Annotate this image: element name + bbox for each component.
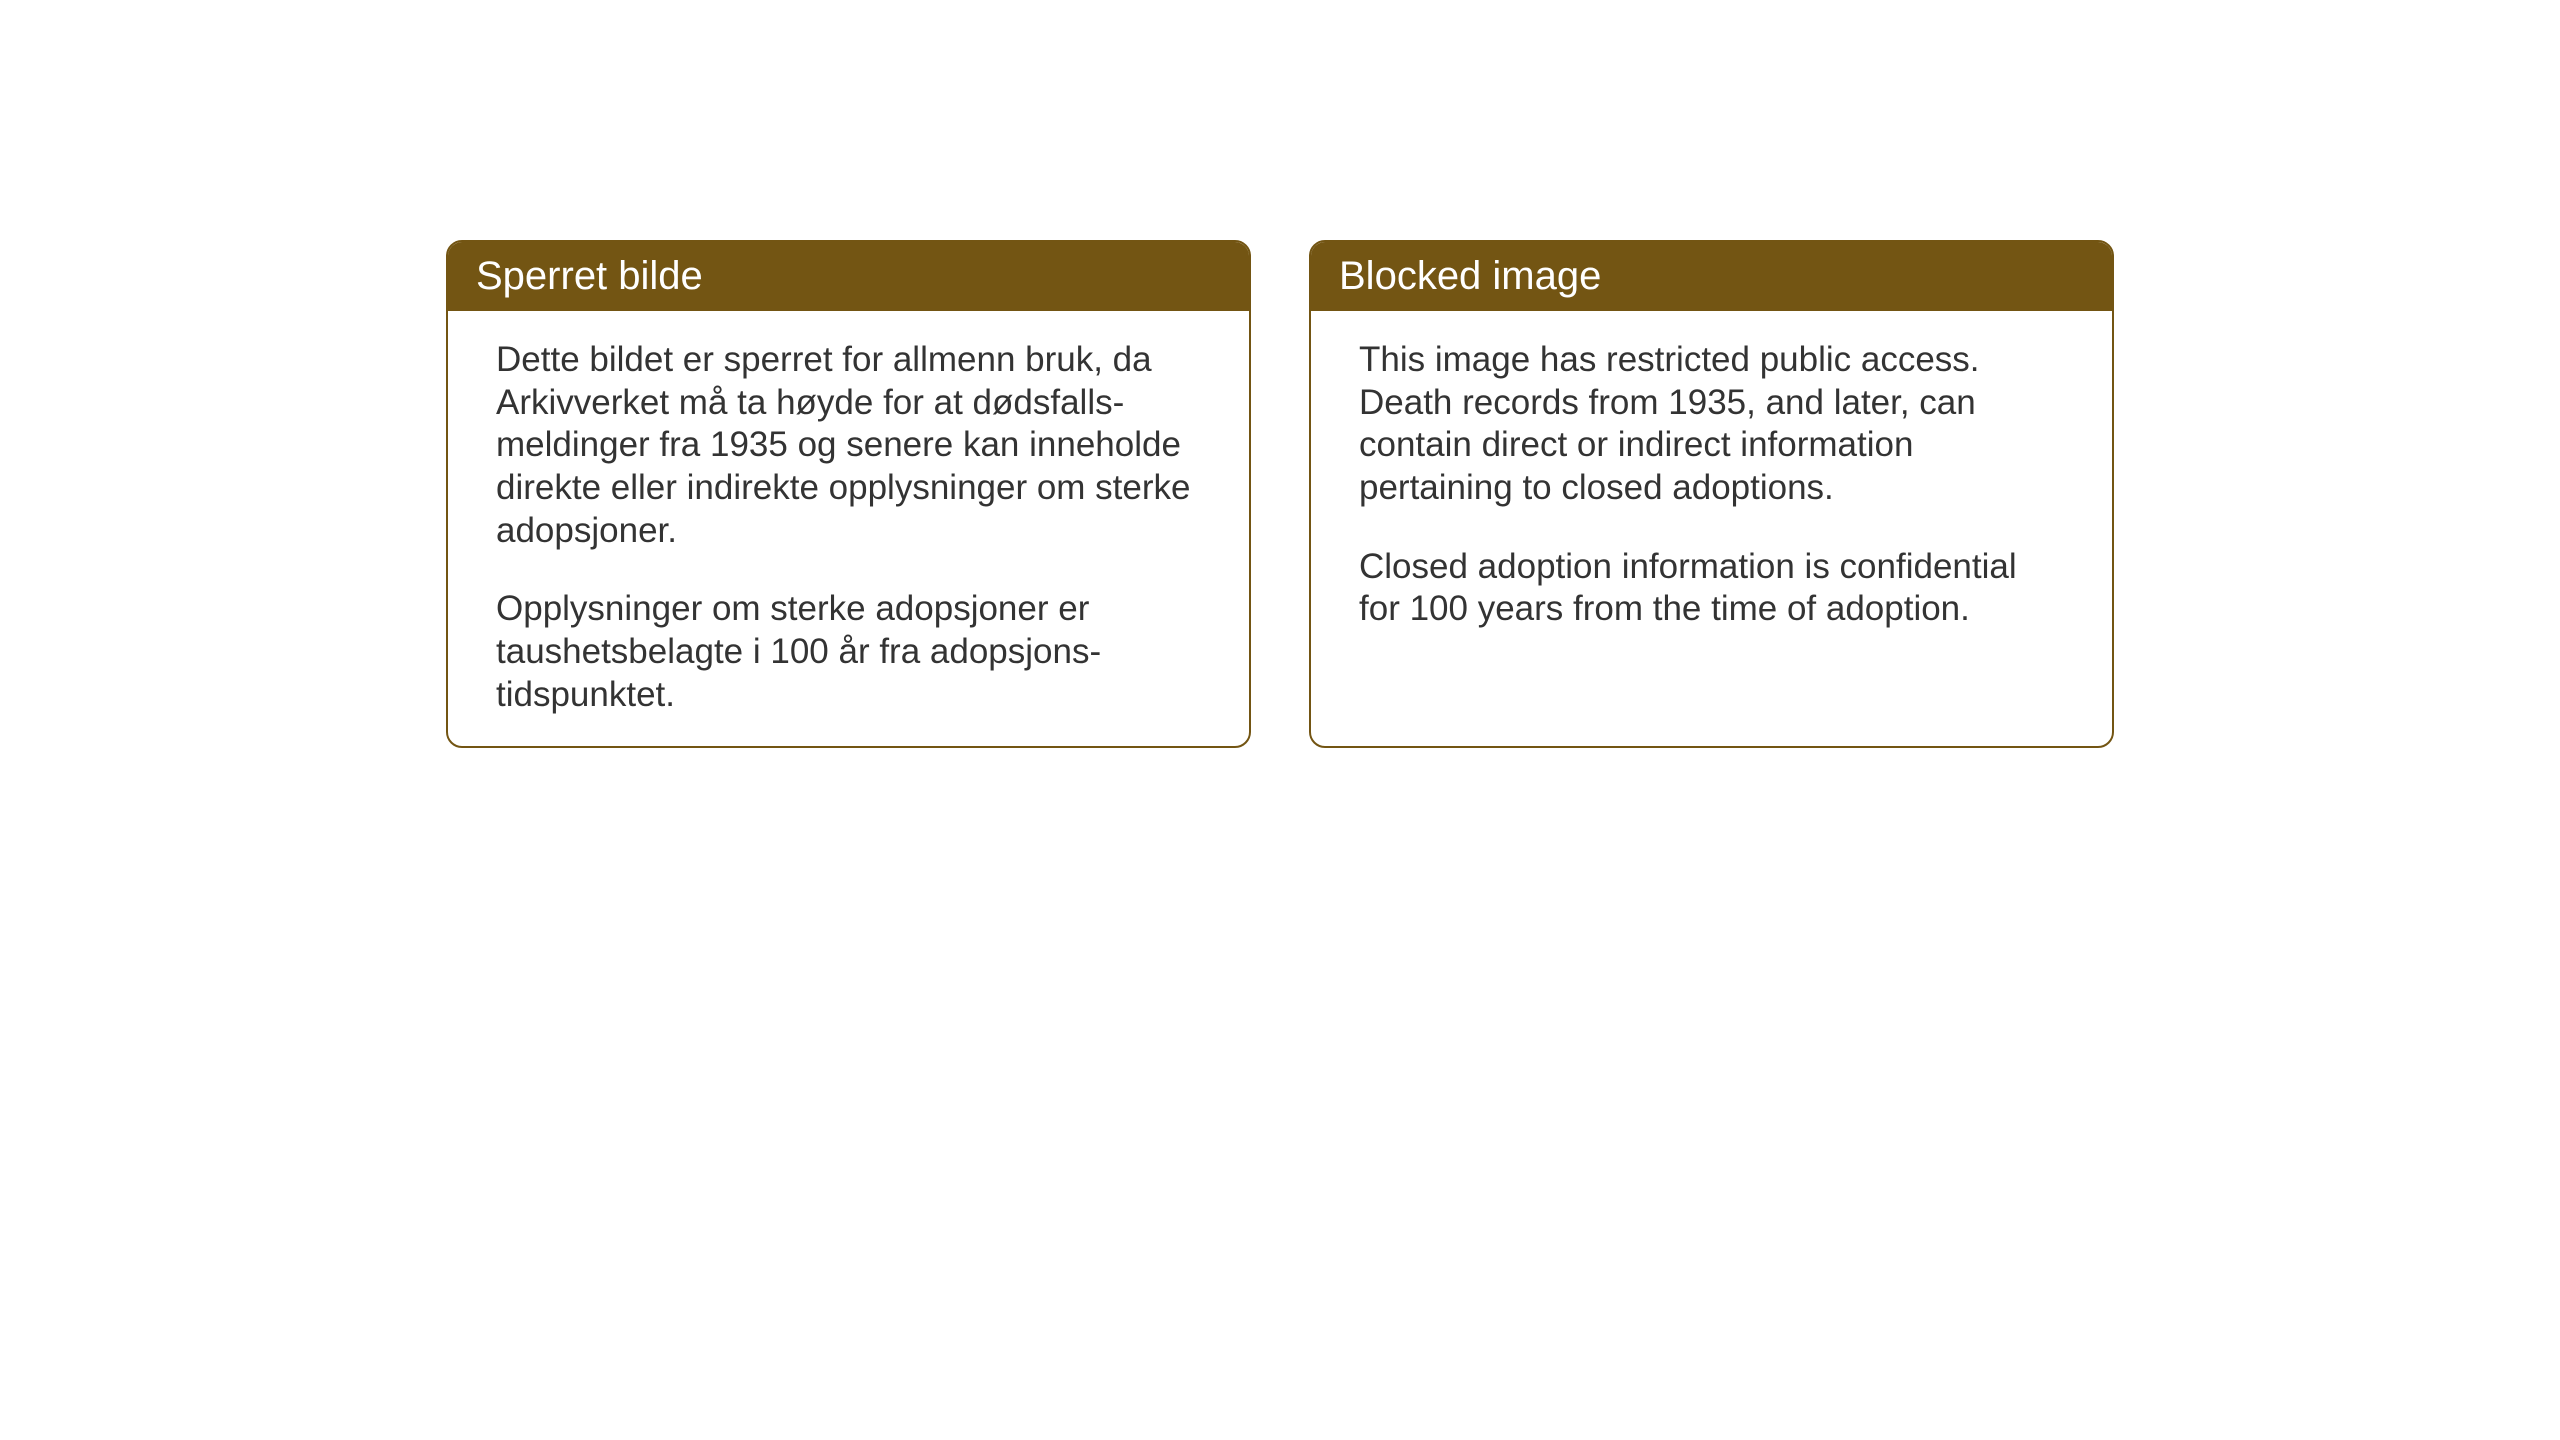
- norwegian-card-body: Dette bildet er sperret for allmenn bruk…: [448, 311, 1249, 748]
- norwegian-paragraph-2: Opplysninger om sterke adopsjoner er tau…: [496, 588, 1201, 716]
- english-card: Blocked image This image has restricted …: [1309, 240, 2114, 748]
- cards-container: Sperret bilde Dette bildet er sperret fo…: [446, 240, 2114, 748]
- english-paragraph-1: This image has restricted public access.…: [1359, 339, 2064, 510]
- english-card-title: Blocked image: [1311, 242, 2112, 311]
- english-card-body: This image has restricted public access.…: [1311, 311, 2112, 667]
- english-paragraph-2: Closed adoption information is confident…: [1359, 546, 2064, 631]
- norwegian-card: Sperret bilde Dette bildet er sperret fo…: [446, 240, 1251, 748]
- norwegian-paragraph-1: Dette bildet er sperret for allmenn bruk…: [496, 339, 1201, 552]
- norwegian-card-title: Sperret bilde: [448, 242, 1249, 311]
